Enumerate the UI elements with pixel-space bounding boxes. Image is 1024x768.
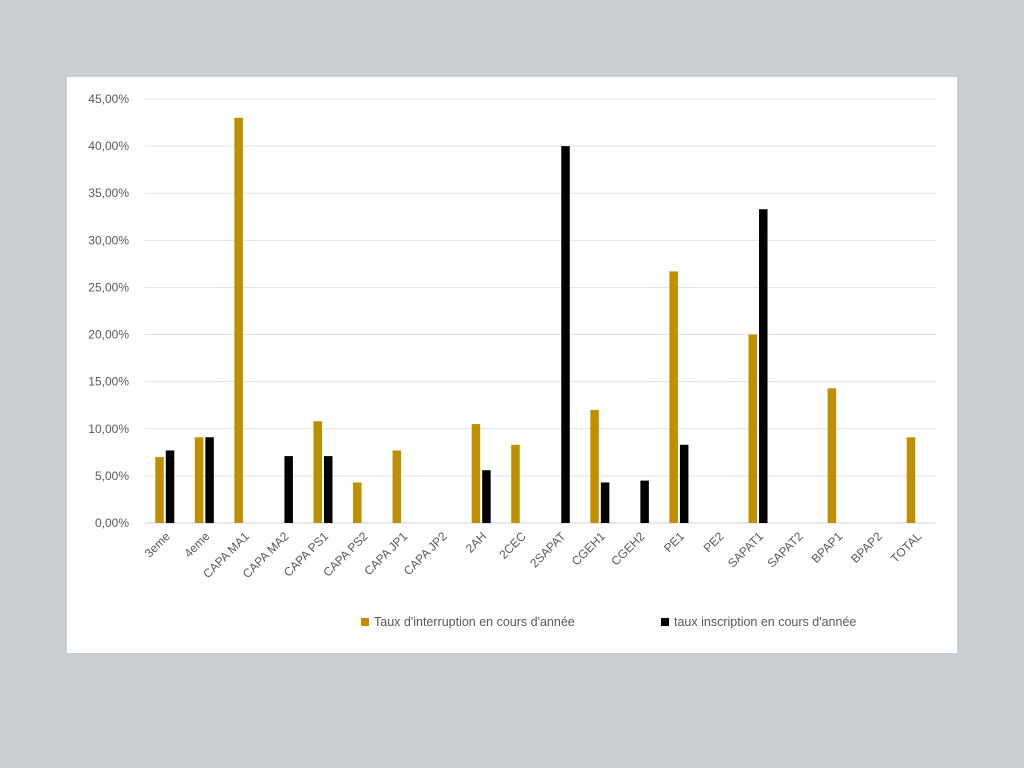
bar-inscription xyxy=(165,450,175,523)
bar-interruption xyxy=(748,334,758,523)
x-tick-label: CGEH1 xyxy=(569,529,608,568)
bar-interruption xyxy=(511,444,520,523)
x-tick-label: 2CEC xyxy=(496,529,529,562)
x-tick-label: BPAP1 xyxy=(809,529,846,566)
y-tick-label: 25,00% xyxy=(88,280,129,294)
legend-label: Taux d'interruption en cours d'année xyxy=(374,615,575,629)
x-tick-label: 2SAPAT xyxy=(527,529,569,571)
bar-chart: 0,00% 5,00% 10,00% 15,00% 20,00% 25,00% 30,00%… xyxy=(88,92,936,629)
y-tick-label: 15,00% xyxy=(88,375,129,389)
bar-interruption xyxy=(471,424,481,523)
legend-swatch xyxy=(361,618,369,626)
x-tick-label: BPAP2 xyxy=(848,529,885,566)
bar-interruption xyxy=(827,388,837,523)
bar-interruption xyxy=(353,482,362,523)
y-tick-label: 35,00% xyxy=(88,186,129,200)
x-tick-label: 2AH xyxy=(463,529,489,555)
bar-interruption xyxy=(313,421,322,523)
bar-interruption xyxy=(392,450,402,523)
bar-interruption xyxy=(590,409,599,523)
x-tick-label: SAPAT2 xyxy=(765,529,806,570)
bar-interruption xyxy=(155,457,164,523)
x-tick-label: TOTAL xyxy=(888,529,925,566)
bar-inscription xyxy=(600,482,610,523)
legend-label: taux inscription en cours d'année xyxy=(674,615,856,629)
bar-inscription xyxy=(284,456,293,523)
x-tick-label: 3eme xyxy=(142,529,173,560)
y-tick-label: 0,00% xyxy=(95,516,129,530)
bar-inscription xyxy=(205,437,214,523)
chart-panel: 0,00% 5,00% 10,00% 15,00% 20,00% 25,00% 30,00%… xyxy=(67,77,957,653)
y-tick-label: 45,00% xyxy=(88,92,129,106)
bar-interruption xyxy=(194,437,204,523)
bar-inscription xyxy=(640,480,649,523)
bar-inscription xyxy=(482,470,491,523)
y-tick-label: 20,00% xyxy=(88,328,129,342)
x-tick-label: 4eme xyxy=(181,529,212,560)
x-tick-label: SAPAT1 xyxy=(725,529,766,570)
bar-inscription xyxy=(323,456,333,523)
bar-inscription xyxy=(759,209,768,524)
x-tick-label: PE1 xyxy=(661,529,687,555)
legend-swatch xyxy=(661,618,669,626)
bar-interruption xyxy=(906,437,916,523)
y-tick-label: 40,00% xyxy=(88,139,129,153)
x-tick-label: PE2 xyxy=(701,529,727,555)
y-tick-label: 10,00% xyxy=(88,422,129,436)
bar-inscription xyxy=(561,146,570,523)
bar-interruption xyxy=(669,271,678,523)
x-tick-label: CGEH2 xyxy=(608,529,647,568)
y-tick-label: 5,00% xyxy=(95,469,129,483)
y-tick-label: 30,00% xyxy=(88,233,129,247)
bar-interruption xyxy=(234,117,243,523)
x-tick-label: CAPA JP2 xyxy=(401,529,450,578)
bar-inscription xyxy=(679,444,689,523)
